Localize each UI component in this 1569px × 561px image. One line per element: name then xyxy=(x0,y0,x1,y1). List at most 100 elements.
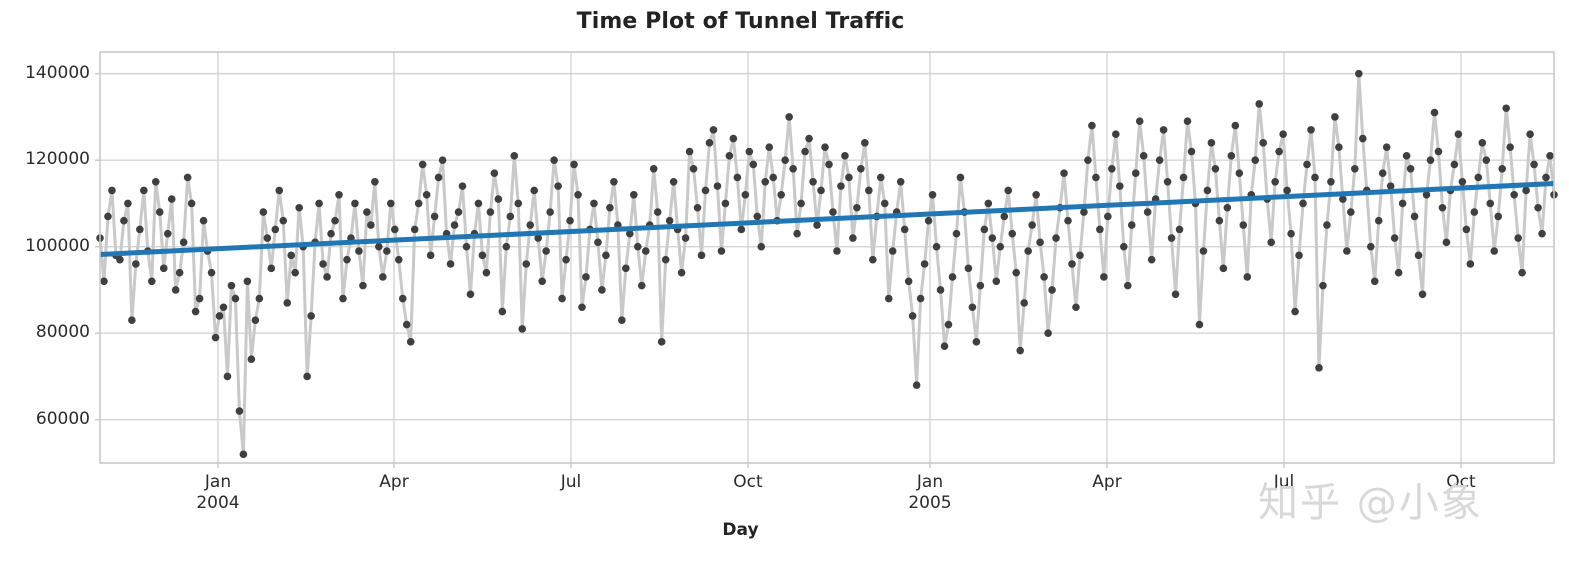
data-point-marker xyxy=(283,299,292,307)
data-point-marker xyxy=(239,450,248,459)
data-point-marker xyxy=(1530,160,1538,169)
data-point-marker xyxy=(1370,277,1379,286)
data-point-marker xyxy=(1052,234,1060,242)
data-point-marker xyxy=(1223,203,1232,212)
x-tick-month: Jan xyxy=(204,472,232,492)
data-point-marker xyxy=(1386,182,1395,190)
data-point-marker xyxy=(1486,199,1495,208)
data-point-marker xyxy=(984,199,993,208)
data-point-marker xyxy=(1438,203,1447,212)
data-point-marker xyxy=(1187,147,1196,156)
data-point-marker xyxy=(1442,238,1451,247)
data-point-marker xyxy=(1139,152,1148,160)
data-point-marker xyxy=(1227,152,1236,160)
data-point-marker xyxy=(363,208,371,216)
data-point-marker xyxy=(1474,173,1483,182)
x-tick-month: Apr xyxy=(379,472,409,492)
data-point-marker xyxy=(120,216,128,225)
data-point-marker xyxy=(1008,229,1017,238)
data-point-marker xyxy=(1179,173,1188,182)
data-point-marker xyxy=(430,212,439,221)
data-point-marker xyxy=(1394,268,1403,277)
data-point-marker xyxy=(956,173,965,182)
data-point-marker xyxy=(749,160,758,169)
data-point-marker xyxy=(653,208,662,216)
data-point-marker xyxy=(853,203,861,212)
data-point-marker xyxy=(968,303,977,312)
data-point-marker xyxy=(741,190,750,199)
data-point-marker xyxy=(590,199,598,208)
data-point-marker xyxy=(940,342,949,350)
data-point-marker xyxy=(478,251,487,260)
data-point-marker xyxy=(243,277,252,286)
data-point-marker xyxy=(920,260,929,268)
x-axis-tick-label: Jul xyxy=(491,472,651,493)
data-point-marker xyxy=(1044,329,1052,338)
data-point-marker xyxy=(1287,229,1295,238)
data-point-marker xyxy=(813,221,821,229)
data-point-marker xyxy=(1088,121,1096,130)
data-point-marker xyxy=(355,247,363,255)
data-point-marker xyxy=(1315,364,1323,372)
data-point-marker xyxy=(263,234,272,242)
data-point-marker xyxy=(1502,104,1510,113)
data-point-marker xyxy=(251,316,260,325)
data-point-marker xyxy=(1143,208,1152,216)
data-point-marker xyxy=(271,225,280,234)
data-point-marker xyxy=(490,169,499,177)
data-point-marker xyxy=(817,186,825,195)
data-point-marker xyxy=(418,160,427,169)
y-axis-tick-label: 80000 xyxy=(35,322,90,343)
data-point-marker xyxy=(275,186,284,195)
x-tick-month: Jul xyxy=(1273,472,1295,492)
data-point-marker xyxy=(932,242,941,251)
trend-line xyxy=(99,181,1555,257)
data-point-marker xyxy=(163,229,172,238)
data-point-marker xyxy=(367,221,375,229)
x-tick-month: Apr xyxy=(1092,472,1122,492)
data-point-marker xyxy=(394,255,403,264)
data-point-marker xyxy=(518,325,527,333)
data-point-marker xyxy=(1271,177,1279,186)
data-point-marker xyxy=(857,165,865,173)
data-point-marker xyxy=(1028,221,1036,229)
data-point-marker xyxy=(1514,234,1522,242)
data-point-marker xyxy=(534,234,542,242)
data-point-marker xyxy=(769,173,778,182)
data-point-marker xyxy=(187,199,196,208)
data-point-marker xyxy=(1466,260,1475,268)
data-point-marker xyxy=(1243,273,1252,281)
data-point-marker xyxy=(1159,126,1168,134)
data-point-marker xyxy=(474,199,483,208)
data-point-marker xyxy=(729,134,738,143)
data-point-marker xyxy=(988,234,997,242)
data-point-marker xyxy=(1068,260,1076,268)
data-point-marker xyxy=(980,225,989,234)
data-point-marker xyxy=(598,286,606,294)
x-axis-tick-label: Oct xyxy=(668,472,828,493)
data-point-marker xyxy=(219,303,228,312)
data-point-marker xyxy=(136,225,144,234)
data-point-marker xyxy=(1076,251,1084,260)
data-point-marker xyxy=(745,147,754,156)
data-point-marker xyxy=(1414,251,1423,260)
data-point-marker xyxy=(398,294,407,303)
data-point-marker xyxy=(689,165,698,173)
data-point-marker xyxy=(1307,126,1315,134)
data-point-marker xyxy=(327,229,335,238)
data-point-marker xyxy=(482,268,491,277)
data-point-marker xyxy=(454,208,463,216)
data-point-marker xyxy=(291,268,299,277)
data-point-marker xyxy=(108,186,116,195)
data-point-marker xyxy=(315,199,323,208)
data-point-marker xyxy=(466,290,475,299)
data-point-marker xyxy=(1064,216,1072,225)
data-point-marker xyxy=(825,160,833,169)
data-point-marker xyxy=(1147,255,1156,264)
data-point-marker xyxy=(1526,130,1534,138)
data-point-marker xyxy=(709,126,718,134)
data-point-marker xyxy=(1426,156,1435,164)
data-point-marker xyxy=(179,238,188,247)
data-point-marker xyxy=(765,143,774,151)
data-point-marker xyxy=(1259,139,1267,147)
